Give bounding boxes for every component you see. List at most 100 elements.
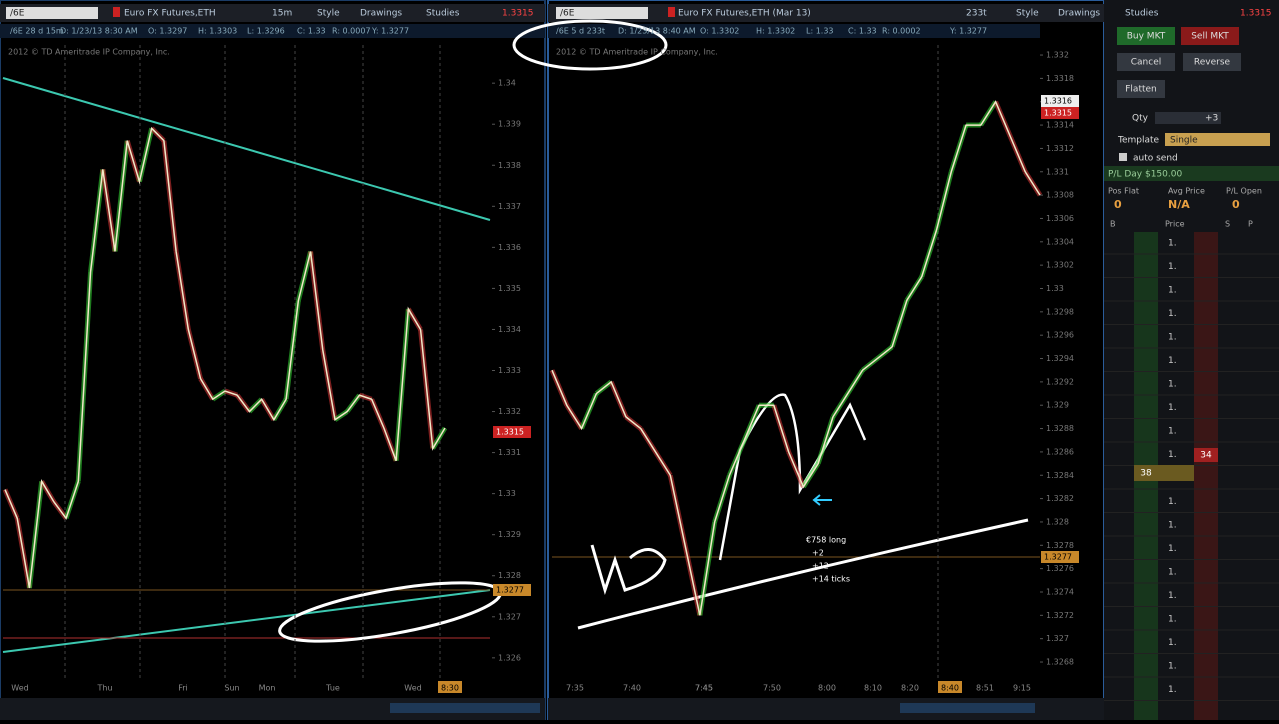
ladder-price: 1.	[1168, 685, 1177, 695]
scrollbar[interactable]	[390, 703, 540, 713]
price-label-bg	[493, 584, 531, 596]
menu-item[interactable]: Drawings	[1058, 9, 1100, 19]
symbol-box[interactable]	[6, 7, 98, 19]
sell-button[interactable]	[1181, 27, 1239, 45]
info-field: R: 0.0002	[882, 27, 921, 36]
scrollbar[interactable]	[900, 703, 1035, 713]
trendline	[2, 589, 491, 653]
y-tick-label: 1.3284	[1046, 471, 1074, 480]
button-label[interactable]: Sell MKT	[1191, 32, 1229, 42]
time-frame[interactable]: 233t	[966, 9, 987, 19]
y-tick-label: 1.3304	[1046, 237, 1074, 246]
symbol[interactable]: /6E	[10, 9, 25, 19]
menu-item[interactable]: Style	[1016, 9, 1039, 19]
qty-input[interactable]	[1155, 112, 1221, 124]
ask-size: 34	[1200, 451, 1212, 461]
arrow	[812, 494, 832, 506]
checkbox[interactable]	[1119, 153, 1127, 161]
ladder-price: 1.	[1168, 662, 1177, 672]
bid-size: 38	[1140, 469, 1152, 479]
annotation: +14 ticks	[812, 575, 850, 584]
last-price: 1.3315	[502, 9, 534, 19]
info-field: C: 1.33	[297, 27, 326, 36]
info-field: /6E 5 d 233t	[556, 27, 605, 36]
ladder-price: 1.	[1168, 521, 1177, 531]
position-header: P/L Open	[1226, 187, 1262, 196]
price-label-bg	[493, 426, 531, 438]
symbol[interactable]: /6E	[560, 9, 575, 19]
pl-bar	[1104, 166, 1279, 181]
position-value: N/A	[1168, 198, 1190, 211]
price-label: 1.3277	[1044, 553, 1072, 562]
info-field: D: 1/23/13 8:40 AM	[618, 27, 696, 36]
y-tick-label: 1.3302	[1046, 261, 1074, 270]
ladder-header: B	[1110, 220, 1116, 229]
button-label[interactable]: Buy MKT	[1127, 32, 1166, 42]
ladder-price: 1.	[1168, 356, 1177, 366]
time-marker-bg	[438, 681, 462, 693]
position-header: Pos Flat	[1108, 187, 1139, 196]
toolbar	[0, 4, 545, 22]
order-panel	[1104, 0, 1279, 720]
qty-value[interactable]: +3	[1205, 114, 1218, 124]
x-tick-label: Wed	[11, 684, 28, 693]
pl-day: P/L Day $150.00	[1108, 170, 1182, 180]
ladder-price: 1.	[1168, 239, 1177, 249]
info-field: H: 1.3302	[756, 27, 795, 36]
time-frame[interactable]: 15m	[272, 9, 292, 19]
y-tick-label: 1.3294	[1046, 354, 1074, 363]
x-tick-label: 7:45	[695, 684, 713, 693]
x-tick-label: 9:15	[1013, 684, 1031, 693]
button-label[interactable]: Flatten	[1125, 85, 1157, 95]
ladder-price: 1.	[1168, 380, 1177, 390]
symbol-box[interactable]	[556, 7, 648, 19]
menu-item[interactable]: Style	[317, 9, 340, 19]
ask-column	[1194, 232, 1218, 720]
ladder-price: 1.	[1168, 591, 1177, 601]
cancel-button[interactable]	[1117, 53, 1175, 71]
hand-drawn-mark	[590, 544, 667, 596]
y-tick-label: 1.33	[498, 489, 516, 498]
buy-button[interactable]	[1117, 27, 1175, 45]
button-label[interactable]: Cancel	[1131, 58, 1162, 68]
button-label[interactable]: Reverse	[1194, 58, 1231, 68]
hand-drawn-line	[577, 518, 1029, 630]
x-tick-label: Fri	[178, 684, 188, 693]
bid-row-highlight	[1134, 465, 1194, 481]
close-line	[551, 100, 1041, 616]
y-tick-label: 1.3292	[1046, 377, 1074, 386]
ladder-price: 1.	[1168, 638, 1177, 648]
position-value: 0	[1114, 198, 1122, 211]
info-field: Y: 1.3277	[949, 27, 987, 36]
menu-item[interactable]: Studies	[426, 9, 460, 19]
y-tick-label: 1.3286	[1046, 447, 1074, 456]
menu-item[interactable]: Drawings	[360, 9, 402, 19]
y-tick-label: 1.3282	[1046, 494, 1074, 503]
template-select[interactable]	[1165, 133, 1270, 146]
ladder-price: 1.	[1168, 286, 1177, 296]
description: Euro FX Futures,ETH (Mar 13)	[678, 9, 811, 19]
x-tick-label: Mon	[259, 684, 276, 693]
price-label: 1.3277	[496, 586, 524, 595]
y-tick-label: 1.337	[498, 202, 521, 211]
x-tick-label: 7:40	[623, 684, 641, 693]
y-tick-label: 1.3312	[1046, 144, 1074, 153]
y-tick-label: 1.333	[498, 366, 521, 375]
y-tick-label: 1.34	[498, 79, 516, 88]
y-tick-label: 1.3298	[1046, 307, 1074, 316]
y-tick-label: 1.3268	[1046, 658, 1074, 667]
price-label: 1.3315	[1044, 109, 1072, 118]
close-line	[4, 126, 446, 589]
price-label-bg	[1041, 95, 1079, 107]
flatten-button[interactable]	[1117, 80, 1165, 98]
menu-item[interactable]: Studies	[1125, 9, 1159, 19]
info-field: O: 1.3297	[148, 27, 187, 36]
info-bar	[0, 24, 545, 38]
template-value[interactable]: Single	[1170, 136, 1198, 146]
y-tick-label: 1.3296	[1046, 331, 1074, 340]
reverse-button[interactable]	[1183, 53, 1241, 71]
info-field: L: 1.3296	[247, 27, 285, 36]
info-bar	[548, 24, 1040, 38]
annotation: +2	[812, 549, 824, 558]
